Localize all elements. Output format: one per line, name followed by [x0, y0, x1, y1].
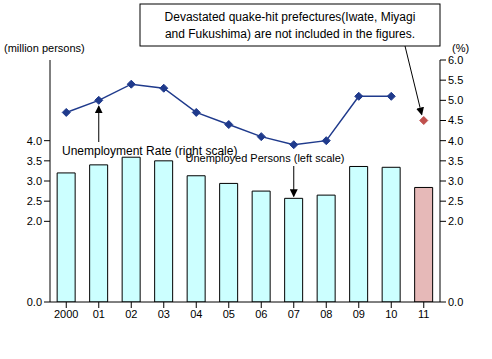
- svg-text:2.5: 2.5: [448, 195, 463, 207]
- svg-text:0.0: 0.0: [27, 296, 42, 308]
- svg-text:09: 09: [353, 308, 365, 320]
- svg-text:03: 03: [158, 308, 170, 320]
- svg-text:4.0: 4.0: [448, 135, 463, 147]
- svg-text:3.0: 3.0: [448, 175, 463, 187]
- svg-text:4.0: 4.0: [27, 135, 42, 147]
- svg-text:Devastated quake-hit prefectur: Devastated quake-hit prefectures(Iwate, …: [165, 10, 416, 24]
- svg-text:(million persons): (million persons): [4, 42, 85, 54]
- svg-text:(%): (%): [452, 42, 469, 54]
- svg-text:3.5: 3.5: [448, 155, 463, 167]
- svg-text:5.5: 5.5: [448, 74, 463, 86]
- svg-text:01: 01: [93, 308, 105, 320]
- svg-text:0.0: 0.0: [448, 296, 463, 308]
- svg-text:4.5: 4.5: [448, 114, 463, 126]
- svg-text:and Fukushima) are not include: and Fukushima) are not included in the f…: [165, 27, 415, 41]
- svg-text:11: 11: [418, 308, 429, 320]
- svg-text:Unemployed Persons (left scale: Unemployed Persons (left scale): [186, 152, 345, 164]
- svg-text:2000: 2000: [54, 308, 78, 320]
- svg-text:08: 08: [320, 308, 332, 320]
- svg-text:2.5: 2.5: [27, 195, 42, 207]
- svg-text:5.0: 5.0: [448, 94, 463, 106]
- svg-text:Unemployment Rate (right scale: Unemployment Rate (right scale): [62, 144, 237, 158]
- svg-text:6.0: 6.0: [448, 54, 463, 66]
- svg-text:06: 06: [255, 308, 267, 320]
- svg-text:07: 07: [288, 308, 300, 320]
- svg-text:04: 04: [190, 308, 202, 320]
- svg-text:2.0: 2.0: [448, 215, 463, 227]
- svg-text:3.0: 3.0: [27, 175, 42, 187]
- svg-text:05: 05: [223, 308, 235, 320]
- svg-text:3.5: 3.5: [27, 155, 42, 167]
- svg-text:10: 10: [385, 308, 397, 320]
- svg-text:02: 02: [125, 308, 137, 320]
- svg-text:2.0: 2.0: [27, 215, 42, 227]
